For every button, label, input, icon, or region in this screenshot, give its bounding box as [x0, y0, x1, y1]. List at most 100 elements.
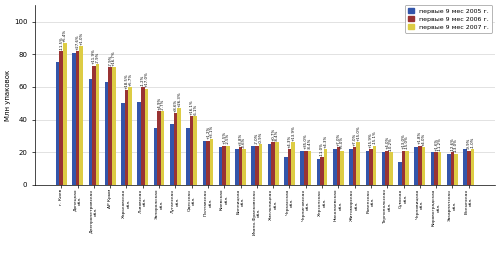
- Bar: [154, 128, 158, 185]
- Text: +5.0%: +5.0%: [340, 136, 344, 149]
- Text: -1.2%: -1.2%: [141, 74, 145, 86]
- Text: +7.0%: +7.0%: [353, 133, 357, 146]
- Bar: [63, 43, 66, 185]
- Bar: [186, 128, 190, 185]
- Legend: первые 9 мес 2005 г., первые 9 мес 2006 г., первые 9 мес 2007 г.: первые 9 мес 2005 г., первые 9 мес 2006 …: [404, 5, 492, 33]
- Text: -7.7%: -7.7%: [161, 99, 165, 110]
- Bar: [170, 124, 173, 185]
- Text: +8.6%: +8.6%: [174, 98, 178, 112]
- Bar: [112, 67, 116, 185]
- Text: +4.9%: +4.9%: [157, 97, 161, 110]
- Text: +15.0%: +15.0%: [356, 125, 360, 141]
- Text: -12.6%: -12.6%: [450, 137, 454, 151]
- Text: +7.0%: +7.0%: [336, 133, 340, 146]
- Text: -11.2%: -11.2%: [438, 137, 442, 151]
- Bar: [190, 116, 194, 185]
- Text: -2.5%: -2.5%: [226, 133, 230, 144]
- Bar: [454, 154, 458, 185]
- Bar: [105, 82, 108, 185]
- Text: +4.0%: +4.0%: [386, 136, 390, 149]
- Bar: [275, 142, 278, 185]
- Text: +16.1%: +16.1%: [190, 99, 194, 115]
- Bar: [268, 144, 272, 185]
- Bar: [422, 147, 425, 185]
- Text: +1.2%: +1.2%: [206, 126, 210, 139]
- Bar: [324, 149, 328, 185]
- Bar: [242, 149, 246, 185]
- Text: +17.0%: +17.0%: [144, 72, 148, 87]
- Bar: [464, 149, 467, 185]
- Bar: [239, 147, 242, 185]
- Bar: [174, 113, 177, 185]
- Bar: [320, 157, 324, 185]
- Text: -7.9%: -7.9%: [96, 51, 100, 63]
- Text: -1.0%: -1.0%: [470, 136, 474, 148]
- Text: -11.5%: -11.5%: [60, 36, 64, 50]
- Bar: [128, 87, 132, 185]
- Bar: [161, 111, 164, 185]
- Text: -3.6%: -3.6%: [242, 136, 246, 148]
- Text: +4.0%: +4.0%: [422, 133, 426, 146]
- Bar: [72, 53, 76, 185]
- Text: -11.0%: -11.0%: [320, 142, 324, 156]
- Bar: [60, 51, 63, 185]
- Text: -7.0%: -7.0%: [255, 133, 259, 144]
- Text: -8.4%: -8.4%: [308, 138, 312, 149]
- Bar: [177, 108, 180, 185]
- Bar: [300, 150, 304, 185]
- Bar: [210, 139, 214, 185]
- Text: +1.8%: +1.8%: [418, 131, 422, 144]
- Bar: [88, 79, 92, 185]
- Text: -6.1%: -6.1%: [194, 104, 198, 115]
- Text: -15.0%: -15.0%: [406, 135, 409, 149]
- Text: -8.4%: -8.4%: [275, 130, 279, 141]
- Bar: [138, 102, 141, 185]
- Bar: [141, 87, 144, 185]
- Bar: [414, 147, 418, 185]
- Bar: [450, 152, 454, 185]
- Text: +26.3%: +26.3%: [177, 91, 181, 107]
- Text: +16.7%: +16.7%: [112, 50, 116, 66]
- Bar: [194, 116, 197, 185]
- Bar: [340, 150, 344, 185]
- Text: +3.8%: +3.8%: [238, 133, 242, 146]
- Text: -13.0%: -13.0%: [454, 139, 458, 153]
- Bar: [288, 149, 291, 185]
- Bar: [316, 159, 320, 185]
- Text: +18.5%: +18.5%: [124, 73, 128, 89]
- Bar: [353, 147, 356, 185]
- Bar: [258, 144, 262, 185]
- Text: -15.1%: -15.1%: [372, 131, 376, 144]
- Bar: [235, 149, 239, 185]
- Bar: [438, 152, 442, 185]
- Bar: [369, 149, 372, 185]
- Bar: [434, 152, 438, 185]
- Bar: [124, 90, 128, 185]
- Bar: [56, 62, 59, 185]
- Bar: [80, 46, 83, 185]
- Bar: [350, 149, 353, 185]
- Bar: [291, 142, 295, 185]
- Text: +15.9%: +15.9%: [369, 132, 373, 148]
- Text: -0.9%: -0.9%: [258, 131, 262, 143]
- Text: +1.0%: +1.0%: [80, 31, 84, 45]
- Text: +11.9%: +11.9%: [92, 49, 96, 64]
- Bar: [272, 142, 275, 185]
- Bar: [222, 146, 226, 185]
- Text: -10.2%: -10.2%: [389, 137, 393, 151]
- Bar: [382, 152, 386, 185]
- Bar: [386, 150, 389, 185]
- Bar: [76, 51, 80, 185]
- Text: +1.5%: +1.5%: [222, 131, 226, 144]
- Bar: [219, 147, 222, 185]
- Bar: [333, 149, 336, 185]
- Bar: [284, 157, 288, 185]
- Bar: [202, 141, 206, 185]
- Text: +4.3%: +4.3%: [288, 134, 292, 148]
- Y-axis label: Млн упаковок: Млн упаковок: [5, 69, 11, 121]
- Bar: [447, 154, 450, 185]
- Text: -7.9%: -7.9%: [108, 55, 112, 66]
- Bar: [402, 150, 406, 185]
- Bar: [406, 150, 409, 185]
- Bar: [308, 150, 311, 185]
